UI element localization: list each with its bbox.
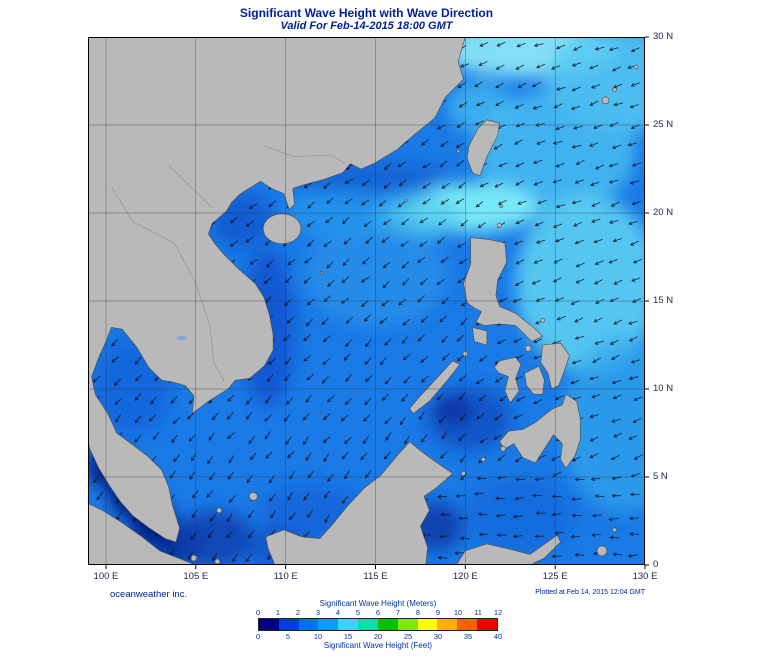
river: [264, 145, 346, 164]
plotted-timestamp: Plotted at Feb 14, 2015 12:04 GMT: [535, 589, 645, 596]
colorbar-segment: [298, 619, 319, 630]
island: [612, 527, 617, 533]
colorbar-meters-tick: 4: [335, 608, 341, 617]
x-tick-label: 120 E: [452, 571, 478, 582]
y-tick-label: 5 N: [653, 471, 668, 482]
chart-subtitle: Valid For Feb-14-2015 18:00 GMT: [280, 20, 453, 32]
island: [612, 87, 617, 93]
colorbar-meters-tick: 12: [493, 608, 503, 617]
colorbar-segment: [259, 619, 279, 630]
colorbar-segment: [477, 619, 497, 630]
legend-title-feet: Significant Wave Height (Feet): [323, 641, 433, 650]
island: [540, 318, 545, 323]
grid-layer: [88, 37, 645, 565]
colorbar-segment: [358, 619, 378, 630]
island: [318, 412, 322, 415]
legend-title-meters: Significant Wave Height (Meters): [319, 599, 437, 608]
chart-title: Significant Wave Height with Wave Direct…: [239, 6, 494, 20]
colorbar-segment: [338, 619, 359, 630]
map-frame: [88, 37, 645, 565]
landmass-mindoro: [472, 327, 488, 346]
island: [352, 392, 356, 396]
colorbar-feet-tick: 5: [285, 632, 291, 641]
colorbar-meters-tick: 5: [355, 608, 361, 617]
colorbar-meters-tick: 2: [295, 608, 301, 617]
lake: [176, 335, 187, 341]
y-tick-label: 15 N: [653, 295, 674, 306]
colorbar-meters-tick: 11: [474, 608, 482, 617]
wave-map-svg: [88, 36, 649, 569]
colorbar-segment: [278, 619, 299, 630]
island: [456, 149, 460, 154]
island: [497, 223, 502, 228]
y-tick-label: 0: [653, 559, 659, 570]
landmass-sumatra: [88, 503, 197, 565]
legend-meters-ticks: 0 1 2 3 4 5 6 7 8 9 10 11 12: [255, 608, 502, 617]
river: [168, 165, 213, 208]
colorbar-feet-tick: 15: [343, 632, 353, 641]
landmass-mainland: [88, 37, 466, 543]
island: [633, 64, 639, 70]
colorbar-feet-tick: 25: [403, 632, 413, 641]
x-tick-label: 115 E: [363, 571, 388, 582]
colorbar-meters-tick: 3: [315, 608, 321, 617]
provider-credit: oceanweather inc.: [110, 589, 188, 600]
island: [500, 445, 506, 452]
colorbar-segment: [318, 619, 339, 630]
colorbar-segment: [397, 619, 418, 630]
y-tick-label: 30 N: [653, 31, 674, 42]
tick-marks: [105, 36, 649, 569]
landmass-luzon: [463, 237, 543, 342]
colorbar-segment: [377, 619, 398, 630]
landmass-palawan: [409, 360, 461, 414]
colorbar-feet-tick: 20: [373, 632, 383, 641]
wave-map: [88, 36, 649, 569]
island: [404, 199, 408, 203]
x-tick-label: 110 E: [273, 571, 298, 582]
island: [480, 457, 486, 462]
y-tick-label: 25 N: [653, 119, 674, 130]
island: [249, 492, 258, 501]
x-tick-label: 125 E: [542, 571, 568, 582]
island: [190, 554, 198, 562]
island: [214, 558, 221, 565]
landmass-taiwan: [466, 119, 500, 177]
island: [320, 271, 324, 275]
island: [499, 204, 504, 208]
landmass-sulawesi: [455, 534, 561, 565]
x-tick-label: 130 E: [632, 571, 658, 582]
y-tick-label: 10 N: [653, 383, 674, 394]
landmass-mindanao: [499, 393, 581, 469]
landmass-hainan: [262, 213, 302, 245]
island: [601, 96, 610, 105]
legend-feet-ticks: 0 5 10 15 20 25 30 35 40: [255, 632, 502, 641]
colorbar-meters-tick: 0: [255, 608, 261, 617]
colorbar-segment: [457, 619, 478, 630]
island: [216, 507, 222, 514]
colorbar-feet-tick: 30: [433, 632, 443, 641]
landmass-cebu: [524, 365, 545, 395]
colorbar-meters-tick: 6: [375, 608, 381, 617]
colorbar-meters-tick: 9: [435, 608, 441, 617]
x-tick-label: 100 E: [93, 571, 119, 582]
landmass-panay: [493, 356, 522, 404]
colorbar-meters-tick: 8: [415, 608, 421, 617]
colorbar-feet-tick: 35: [463, 632, 473, 641]
y-tick-label: 20 N: [653, 207, 674, 218]
colorbar-meters-tick: 7: [395, 608, 401, 617]
island: [524, 345, 532, 352]
colorbar-meters-tick: 10: [453, 608, 463, 617]
colorbar: [258, 618, 498, 631]
island: [596, 545, 608, 557]
colorbar-feet-tick: 40: [493, 632, 503, 641]
island: [461, 471, 466, 476]
x-tick-label: 105 E: [183, 571, 209, 582]
colorbar-feet-tick: 0: [255, 632, 261, 641]
colorbar-segment: [437, 619, 458, 630]
landmass-borneo: [265, 441, 454, 565]
colorbar-feet-tick: 10: [313, 632, 323, 641]
colorbar-segment: [417, 619, 438, 630]
colorbar-meters-tick: 1: [275, 608, 281, 617]
